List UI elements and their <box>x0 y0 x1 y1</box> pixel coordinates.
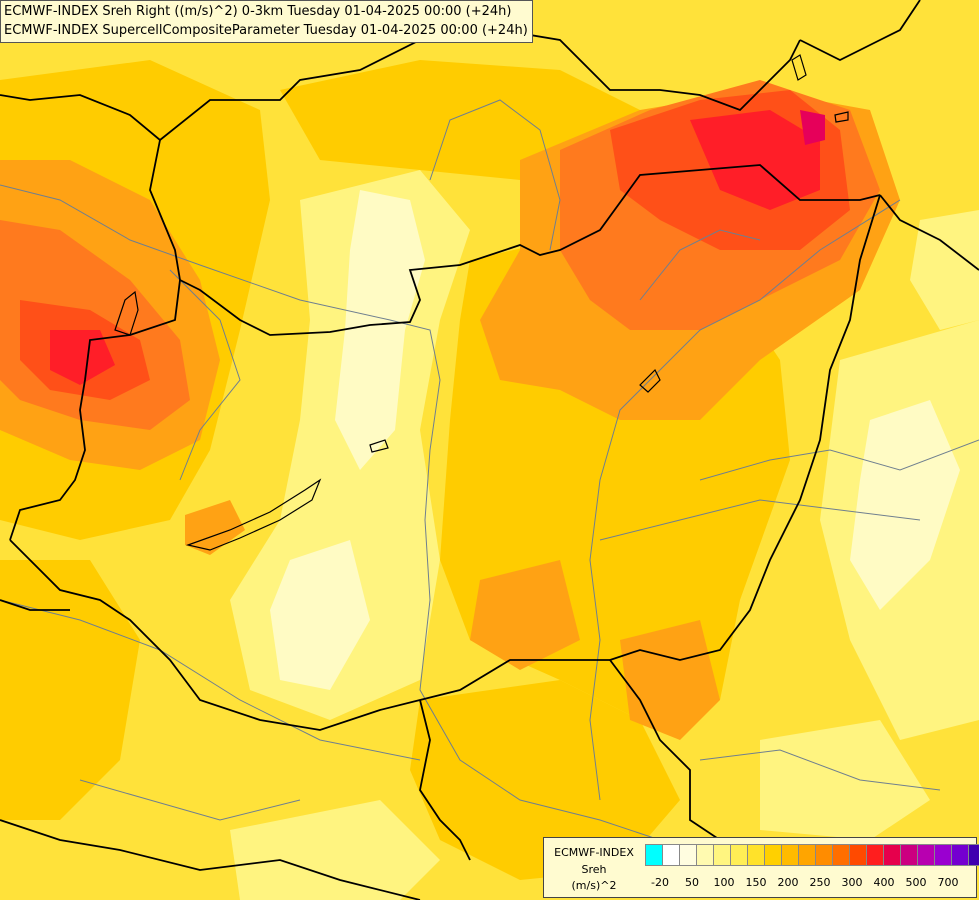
map-title-line-2: ECMWF-INDEX SupercellCompositeParameter … <box>4 23 528 38</box>
legend-tick-label: 200 <box>777 876 799 889</box>
legend-swatch <box>781 844 799 866</box>
river-north <box>429 99 561 251</box>
border-austria-czech <box>0 94 181 281</box>
gold-zone-south <box>410 680 680 880</box>
legend-swatch <box>730 844 748 866</box>
legend-swatch <box>951 844 969 866</box>
legend-swatch <box>662 844 680 866</box>
legend-tick-label: 100 <box>713 876 735 889</box>
map-title-box: ECMWF-INDEX Sreh Right ((m/s)^2) 0-3km T… <box>0 0 533 43</box>
high-sreh-areas <box>0 80 880 430</box>
legend-swatch <box>900 844 918 866</box>
rivers <box>0 99 979 871</box>
pale-patch-south <box>230 800 440 900</box>
lake-neusiedl <box>114 290 139 336</box>
pale-patch-southeast <box>760 720 930 840</box>
lake-balaton <box>185 478 322 551</box>
lake-small-north <box>791 54 807 81</box>
river-south-2 <box>79 779 301 821</box>
river-tisza <box>589 199 901 801</box>
pale-patch-northeast-edge <box>910 210 979 330</box>
legend-title-parameter: Sreh <box>581 863 607 876</box>
legend-tick-label: 50 <box>685 876 699 889</box>
map-title-line-1: ECMWF-INDEX Sreh Right ((m/s)^2) 0-3km T… <box>4 4 512 19</box>
border-ukraine <box>879 194 979 271</box>
lake-small-east <box>639 368 661 393</box>
legend-swatch <box>832 844 850 866</box>
river-east-2 <box>699 439 979 481</box>
legend-tick-label: 150 <box>745 876 767 889</box>
legend-swatch <box>866 844 884 866</box>
legend-swatch <box>713 844 731 866</box>
border-slovenia <box>0 599 70 611</box>
river-west <box>169 269 241 481</box>
border-croatia-hungary <box>9 539 610 731</box>
river-southeast <box>699 749 941 791</box>
light-band-central <box>335 190 425 470</box>
legend-swatch <box>764 844 782 866</box>
orange-patch-south <box>470 560 580 670</box>
legend-tick-label: 400 <box>873 876 895 889</box>
legend-title-unit: (m/s)^2 <box>571 879 617 892</box>
gold-zone-southwest <box>0 560 140 820</box>
legend-swatch <box>679 844 697 866</box>
border-serbia-croatia <box>419 699 471 861</box>
legend-swatches <box>645 844 979 866</box>
border-romania-hungary <box>609 194 881 661</box>
legend-swatch <box>798 844 816 866</box>
legend-tick-label: 700 <box>937 876 959 889</box>
border-poland-slovakia <box>799 0 921 62</box>
legend-swatch <box>917 844 935 866</box>
color-legend: ECMWF-INDEX Sreh (m/s)^2 -20 50 100 150 200 2… <box>543 837 979 898</box>
low-sreh-areas <box>230 170 979 900</box>
legend-swatch <box>968 844 979 866</box>
legend-tick-label: 250 <box>809 876 831 889</box>
light-patch-east <box>850 400 960 610</box>
border-bosnia <box>0 819 421 900</box>
magenta-core-east <box>800 110 825 145</box>
legend-swatch <box>645 844 663 866</box>
legend-swatch <box>849 844 867 866</box>
lake-small-ne <box>834 111 849 123</box>
legend-tick-label: 300 <box>841 876 863 889</box>
river-drava <box>0 599 421 761</box>
lake-small-center <box>369 439 389 453</box>
border-slovakia-hungary <box>179 164 881 336</box>
legend-ticks: -20 50 100 150 200 250 300 400 500 700 <box>645 876 975 890</box>
legend-tick-label: -20 <box>651 876 669 889</box>
lakes <box>114 54 849 551</box>
legend-swatch <box>815 844 833 866</box>
border-austria-hungary <box>9 279 181 541</box>
river-east-1 <box>639 229 761 301</box>
legend-title-model: ECMWF-INDEX <box>554 846 634 859</box>
legend-swatch <box>747 844 765 866</box>
legend-tick-label: 500 <box>905 876 927 889</box>
red-core-east <box>690 110 820 210</box>
legend-swatch <box>934 844 952 866</box>
river-mures <box>599 499 921 541</box>
legend-swatch <box>883 844 901 866</box>
red-core-west <box>50 330 115 385</box>
legend-swatch <box>696 844 714 866</box>
light-patch-southwest-central <box>270 540 370 690</box>
